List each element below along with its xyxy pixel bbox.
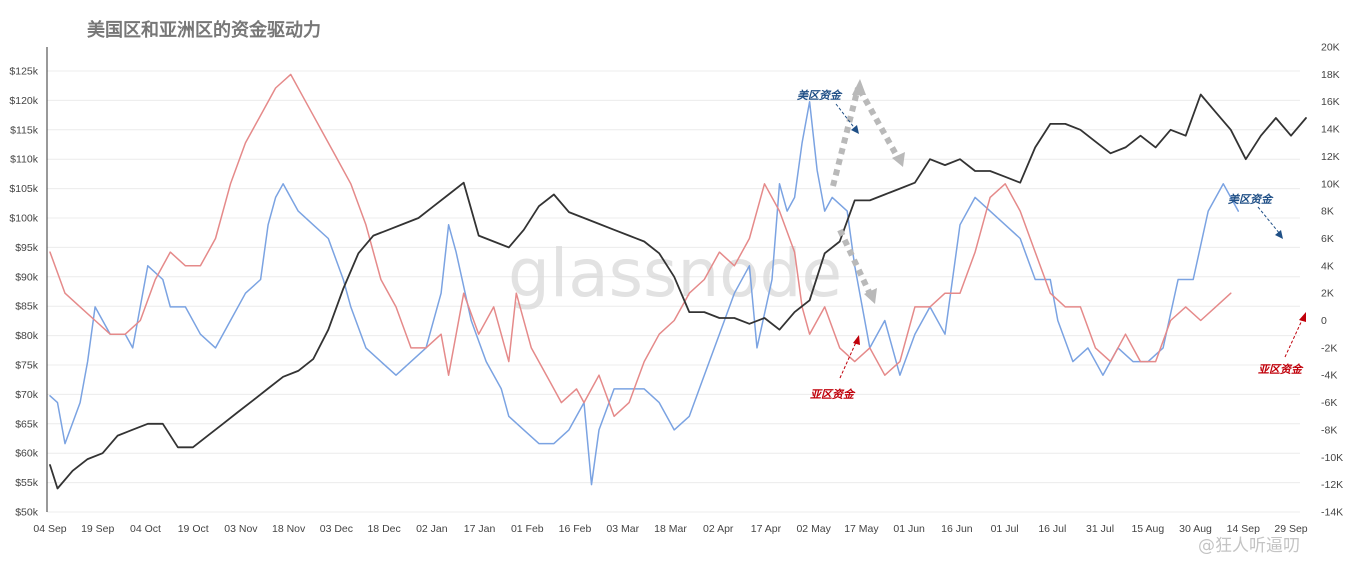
annotation-us-flow-1: 美区资金 <box>797 89 843 102</box>
annotation-pointers <box>835 103 1306 379</box>
y-right-tick-label: -4K <box>1321 370 1337 382</box>
y-right-tick-label: 10K <box>1321 178 1340 190</box>
x-tick-label: 03 Mar <box>606 523 639 535</box>
x-tick-label: 18 Nov <box>272 523 306 535</box>
y-right-tick-label: 2K <box>1321 288 1334 300</box>
annotation-us-flow-2: 美区资金 <box>1228 193 1274 206</box>
watermark: glassnode <box>508 235 842 312</box>
x-tick-label: 18 Mar <box>654 523 687 535</box>
pointer-us-1-head <box>851 125 859 134</box>
series-line-asia_flow <box>49 73 1232 418</box>
y-left-tick-label: $90k <box>15 271 39 283</box>
y-right-tick-label: -10K <box>1321 452 1343 464</box>
y-right-tick-label: 6K <box>1321 233 1334 245</box>
left-axis-ticks: $50k $55k $60k $65k $70k $75k $80k $85k $90k $95k… <box>9 66 38 519</box>
y-right-tick-label: -12K <box>1321 479 1343 491</box>
x-tick-label: 17 Apr <box>751 523 782 535</box>
annotation-asia-flow-1: 亚区资金 <box>810 388 856 401</box>
x-tick-label: 15 Aug <box>1131 523 1164 535</box>
arrow-down-red <box>837 228 873 296</box>
y-right-tick-label: 18K <box>1321 69 1340 81</box>
x-axis-ticks: 04 Sep 19 Sep 04 Oct 19 Oct 03 Nov 18 Nov 03 D… <box>33 523 1307 535</box>
x-tick-label: 03 Nov <box>224 523 258 535</box>
y-right-tick-label: -14K <box>1321 507 1343 519</box>
x-tick-label: 16 Jul <box>1038 523 1066 535</box>
x-tick-label: 18 Dec <box>367 523 400 535</box>
pointer-us-1 <box>835 103 857 131</box>
x-tick-label: 30 Aug <box>1179 523 1212 535</box>
pointer-asia-1-head <box>853 335 860 345</box>
y-right-tick-label: 12K <box>1321 151 1340 163</box>
x-tick-label: 02 May <box>796 523 831 535</box>
y-right-tick-label: 0 <box>1321 315 1327 327</box>
x-tick-label: 04 Sep <box>33 523 66 535</box>
grid <box>47 70 1300 513</box>
y-left-tick-label: $125k <box>9 66 38 78</box>
right-axis-ticks: -14K -12K -10K -8K -6K -4K -2K 0 2K 4K 6K 8K 10K 12K 1… <box>1321 42 1343 519</box>
y-right-tick-label: 8K <box>1321 206 1334 218</box>
x-tick-label: 04 Oct <box>130 523 161 535</box>
x-tick-label: 29 Sep <box>1274 523 1307 535</box>
y-left-tick-label: $115k <box>10 124 39 136</box>
arrow-down-right-head <box>892 152 905 167</box>
arrow-down-right <box>857 88 901 160</box>
x-tick-label: 01 Jul <box>991 523 1019 535</box>
series-layer <box>49 73 1307 490</box>
pointer-us-2 <box>1257 206 1281 235</box>
series-line-us_flow <box>49 100 1240 486</box>
pointer-asia-2 <box>1284 317 1304 358</box>
x-tick-label: 16 Feb <box>559 523 592 535</box>
y-left-tick-label: $100k <box>9 213 38 225</box>
y-left-tick-label: $55k <box>15 477 39 489</box>
x-tick-label: 01 Jun <box>893 523 925 535</box>
y-left-tick-label: $110k <box>10 154 39 166</box>
x-tick-label: 03 Dec <box>320 523 353 535</box>
y-left-tick-label: $70k <box>15 389 39 401</box>
y-left-tick-label: $95k <box>15 242 39 254</box>
y-left-tick-label: $80k <box>15 330 39 342</box>
x-tick-label: 16 Jun <box>941 523 973 535</box>
y-right-tick-label: -2K <box>1321 342 1337 354</box>
x-tick-label: 17 Jan <box>464 523 496 535</box>
y-right-tick-label: 16K <box>1321 96 1340 108</box>
y-right-tick-label: 20K <box>1321 42 1340 54</box>
series-line-price <box>49 93 1307 490</box>
x-tick-label: 19 Sep <box>81 523 114 535</box>
y-left-tick-label: $65k <box>15 418 39 430</box>
arrow-down-red-head <box>864 288 877 304</box>
x-tick-label: 31 Jul <box>1086 523 1114 535</box>
y-left-tick-label: $50k <box>15 507 39 519</box>
x-tick-label: 14 Sep <box>1227 523 1260 535</box>
x-tick-label: 17 May <box>844 523 879 535</box>
y-right-tick-label: -8K <box>1321 424 1337 436</box>
x-tick-label: 01 Feb <box>511 523 544 535</box>
x-tick-label: 02 Jan <box>416 523 448 535</box>
annotation-asia-flow-2: 亚区资金 <box>1258 363 1304 376</box>
y-left-tick-label: $75k <box>15 360 39 372</box>
y-left-tick-label: $105k <box>9 183 38 195</box>
pointer-asia-2-head <box>1299 312 1306 322</box>
pointer-asia-1 <box>839 339 858 379</box>
y-left-tick-label: $60k <box>15 448 39 460</box>
y-left-tick-label: $85k <box>15 301 39 313</box>
y-right-tick-label: 14K <box>1321 124 1340 136</box>
dashed-arrows <box>830 79 905 304</box>
pointer-us-2-head <box>1275 230 1283 239</box>
y-left-tick-label: $120k <box>9 95 38 107</box>
x-tick-label: 02 Apr <box>703 523 734 535</box>
y-right-tick-label: -6K <box>1321 397 1337 409</box>
arrow-up-left <box>830 87 861 187</box>
chart-title: 美国区和亚洲区的资金驱动力 <box>87 19 321 41</box>
x-tick-label: 19 Oct <box>178 523 209 535</box>
y-right-tick-label: 4K <box>1321 260 1334 272</box>
signature-watermark: @狂人听逼叨 <box>1198 536 1300 556</box>
